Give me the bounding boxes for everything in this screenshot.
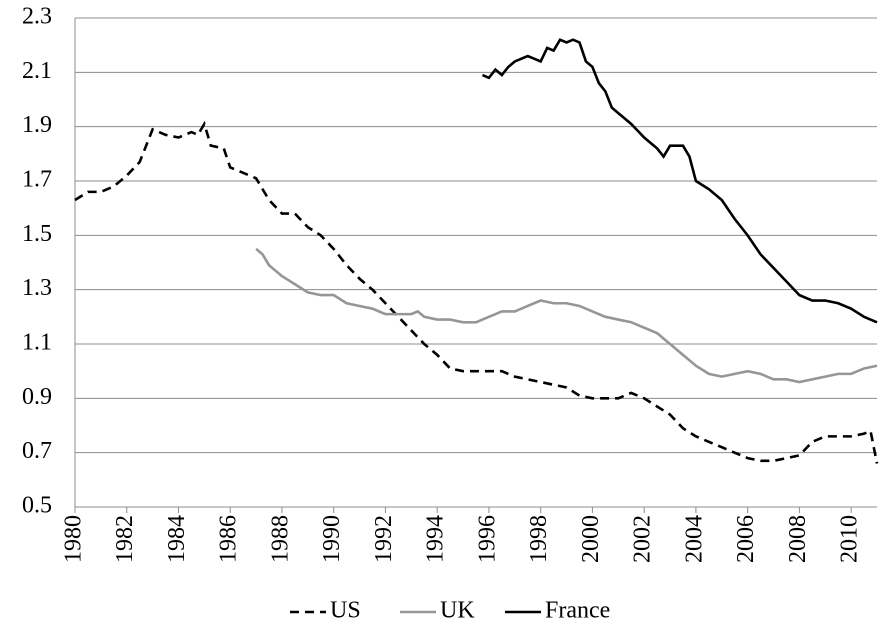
y-tick-label: 2.1	[22, 58, 52, 84]
legend-label: UK	[440, 598, 475, 624]
line-series	[74, 120, 879, 464]
x-tick-label: 1988	[267, 515, 293, 563]
x-tick-label: 1984	[164, 515, 190, 563]
x-tick-label: 1994	[423, 515, 449, 563]
x-tick-label: 1980	[61, 515, 87, 563]
x-tick-label: 2000	[578, 515, 604, 563]
line-series	[255, 247, 878, 384]
x-tick-label: 1992	[371, 515, 397, 563]
x-tick-label: 1990	[319, 515, 345, 563]
y-tick-label: 1.9	[22, 112, 52, 138]
y-tick-label: 0.9	[22, 384, 52, 410]
x-tick-label: 2002	[630, 515, 656, 563]
y-tick-label: 1.3	[22, 275, 52, 301]
y-tick-label: 1.7	[22, 167, 52, 193]
x-tick-label: 1996	[474, 515, 500, 563]
y-tick-label: 1.1	[22, 330, 52, 356]
line-series	[481, 38, 878, 324]
legend-label: US	[330, 598, 361, 624]
y-tick-label: 2.3	[22, 4, 52, 30]
legend-label: France	[545, 598, 610, 624]
x-tick-label: 2008	[785, 515, 811, 563]
y-tick-label: 0.5	[22, 493, 52, 519]
x-tick-label: 2004	[681, 515, 707, 563]
x-tick-label: 1986	[216, 515, 242, 563]
x-tick-label: 2006	[733, 515, 759, 563]
x-tick-label: 1982	[112, 515, 138, 563]
x-tick-label: 2010	[837, 515, 863, 563]
x-tick-label: 1998	[526, 515, 552, 563]
y-tick-label: 1.5	[22, 221, 52, 247]
y-tick-label: 0.7	[22, 438, 52, 464]
